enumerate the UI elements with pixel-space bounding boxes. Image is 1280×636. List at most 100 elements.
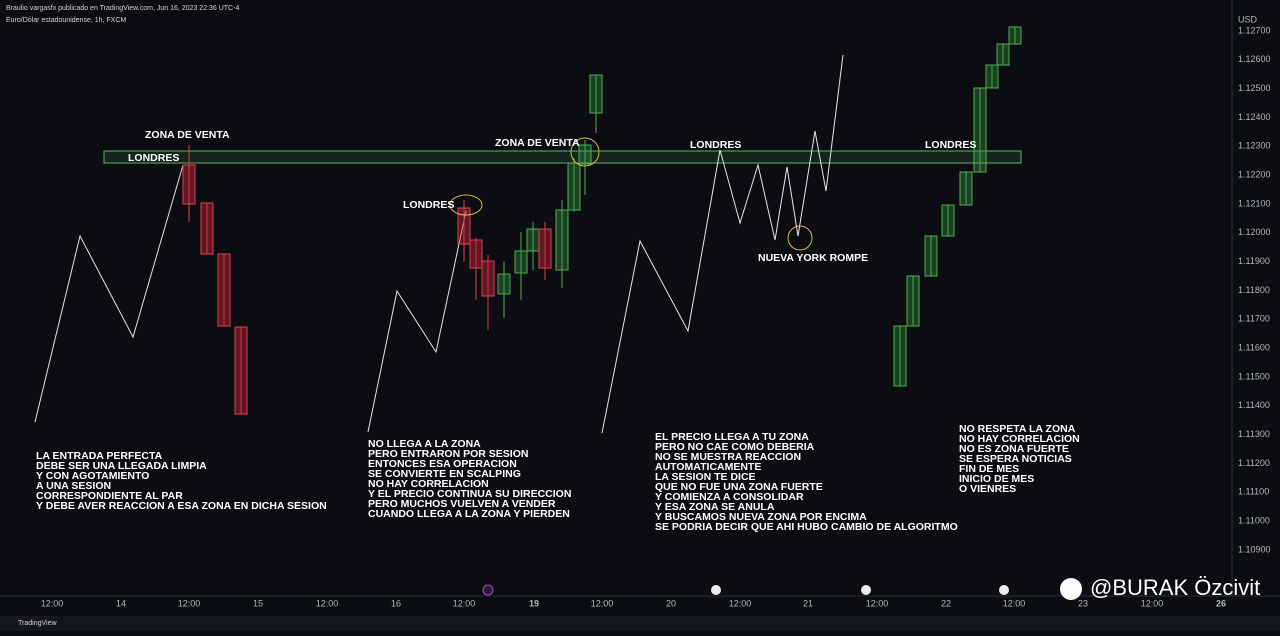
note-line: Y DEBE AVER REACCION A ESA ZONA EN DICHA… — [36, 500, 327, 512]
time-tick-label: 16 — [391, 598, 401, 608]
event-icons — [482, 584, 1009, 596]
price-tick-label: 1.12700 — [1238, 25, 1271, 35]
candle — [514, 250, 528, 274]
note-line: O VIENRES — [959, 483, 1016, 495]
note-line: INICIO DE MES — [959, 473, 1034, 485]
currency: USD — [1238, 14, 1258, 24]
note-line: AUTOMATICAMENTE — [655, 461, 761, 473]
candle — [457, 207, 471, 245]
candle — [1008, 26, 1022, 45]
time-tick-label: 12:00 — [1141, 598, 1164, 608]
zone — [103, 150, 1022, 164]
time-tick-label: 12:00 — [453, 598, 476, 608]
note-line: PERO MUCHOS VUELVEN A VENDER — [368, 498, 556, 510]
zone-label: LONDRES — [925, 139, 976, 151]
publisher: Braulio vargasfx publicado en TradingVie… — [6, 5, 239, 12]
zone-label: LONDRES — [128, 152, 179, 164]
price-tick-label: 1.11200 — [1238, 458, 1270, 468]
price-tick-label: 1.11900 — [1238, 256, 1270, 266]
price-tick-label: 1.12200 — [1238, 170, 1271, 180]
time-tick-label: 20 — [666, 598, 676, 608]
time-tick-label: 19 — [529, 598, 539, 608]
facebook-icon — [1060, 578, 1082, 600]
note-line: NO RESPETA LA ZONA — [959, 423, 1076, 435]
candle — [996, 43, 1010, 66]
time-tick-label: 12:00 — [866, 598, 889, 608]
price-tick-label: 1.12600 — [1238, 54, 1271, 64]
zone-label: LONDRES — [690, 139, 741, 151]
candle — [578, 144, 592, 165]
note-line: NO LLEGA A LA ZONA — [368, 438, 481, 450]
candle — [906, 275, 920, 327]
candle — [555, 209, 569, 271]
price-tick-label: 1.11600 — [1238, 343, 1270, 353]
note-line: A UNA SESION — [36, 480, 111, 492]
candles — [182, 26, 1022, 415]
candle — [538, 228, 552, 269]
note-line: NO HAY CORRELACION — [959, 433, 1080, 445]
note-line: CORRESPONDIENTE AL PAR — [36, 490, 183, 502]
candle — [985, 64, 999, 89]
note-line: LA SESION TE DICE — [655, 471, 756, 483]
price-tick-label: 1.12100 — [1238, 198, 1271, 208]
time-tick-label: 12:00 — [316, 598, 339, 608]
price-tick-label: 1.12500 — [1238, 83, 1271, 93]
zone-label: ZONA DE VENTA — [495, 137, 580, 149]
time-tick-label: 12:00 — [41, 598, 64, 608]
price-tick-label: 1.12400 — [1238, 112, 1271, 122]
candle — [234, 326, 248, 415]
candle — [567, 162, 581, 211]
price-path — [34, 54, 844, 434]
time-tick-label: 12:00 — [729, 598, 752, 608]
candle — [469, 239, 483, 269]
time-tick-label: 12:00 — [1003, 598, 1026, 608]
note-line: Y CON AGOTAMIENTO — [36, 470, 149, 482]
note-line: ENTONCES ESA OPERACION — [368, 458, 517, 470]
note-line: SE CONVIERTE EN SCALPING — [368, 468, 521, 480]
time-tick-label: 22 — [941, 598, 951, 608]
note-line: NO SE MUESTRA REACCION — [655, 451, 801, 463]
time-tick-label: 14 — [116, 598, 126, 608]
price-tick-label: 1.12000 — [1238, 227, 1271, 237]
note-line: EL PRECIO LLEGA A TU ZONA — [655, 431, 809, 443]
note-line: PERO NO CAE COMO DEBERIA — [655, 441, 815, 453]
note-line: LA ENTRADA PERFECTA — [36, 450, 163, 462]
note-line: NO HAY CORRELACION — [368, 478, 489, 490]
time-tick-label: 12:00 — [591, 598, 614, 608]
price-tick-label: 1.11400 — [1238, 400, 1270, 410]
candle — [497, 273, 511, 295]
note-line: Y COMIENZA A CONSOLIDAR — [655, 491, 804, 503]
note-line: SE PODRIA DECIR QUE AHI HUBO CAMBIO DE A… — [655, 521, 958, 533]
note-line: FIN DE MES — [959, 463, 1019, 475]
time-tick-label: 23 — [1078, 598, 1088, 608]
price-tick-label: 1.11500 — [1238, 371, 1270, 381]
note-line: QUE NO FUE UNA ZONA FUERTE — [655, 481, 823, 493]
price-tick-label: 1.11800 — [1238, 285, 1270, 295]
candle — [973, 87, 987, 173]
price-tick-label: 1.10900 — [1238, 544, 1271, 554]
candle — [481, 260, 495, 297]
price-tick-label: 1.11000 — [1238, 515, 1270, 525]
symbol: Euro/Dólar estadounidense, 1h, FXCM — [6, 17, 126, 24]
watermark: @BURAK Özcivit — [1090, 575, 1260, 600]
price-tick-label: 1.11300 — [1238, 429, 1270, 439]
candle — [526, 228, 540, 252]
zone-label: NUEVA YORK ROMPE — [758, 252, 868, 264]
candle — [941, 204, 955, 237]
note-line: Y EL PRECIO CONTINUA SU DIRECCION — [368, 488, 571, 500]
note-line: DEBE SER UNA LLEGADA LIMPIA — [36, 460, 207, 472]
zone-label: LONDRES — [403, 199, 454, 211]
note-line: CUANDO LLEGA A LA ZONA Y PIERDEN — [368, 508, 570, 520]
note-line: SE ESPERA NOTICIAS — [959, 453, 1072, 465]
candle — [217, 253, 231, 327]
price-tick-label: 1.11100 — [1238, 487, 1269, 497]
time-tick-label: 12:00 — [178, 598, 201, 608]
note-line: NO ES ZONA FUERTE — [959, 443, 1069, 455]
time-tick-label: 21 — [803, 598, 813, 608]
note-line: PERO ENTRARON POR SESION — [368, 448, 528, 460]
time-tick-label: 15 — [253, 598, 263, 608]
footer: TradingView — [18, 620, 57, 627]
candle — [200, 202, 214, 255]
note-line: Y BUSCAMOS NUEVA ZONA POR ENCIMA — [655, 511, 867, 523]
